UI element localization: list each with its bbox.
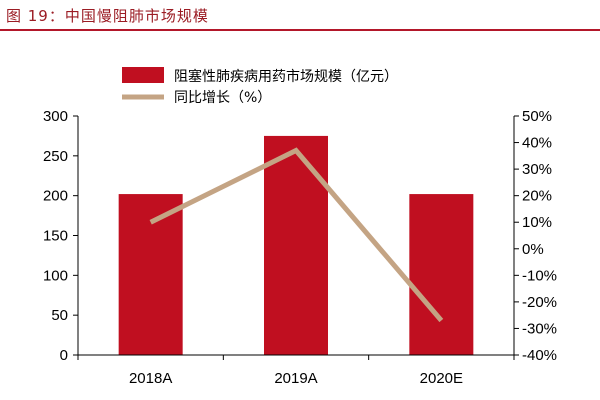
left-tick-label: 250: [43, 148, 68, 165]
right-tick-label: 40%: [522, 135, 552, 152]
right-tick-label: 10%: [522, 214, 552, 231]
left-tick-label: 0: [60, 347, 68, 364]
x-tick-label: 2019A: [274, 370, 317, 387]
right-tick-label: -40%: [522, 347, 557, 364]
left-tick-label: 200: [43, 188, 68, 205]
bar-2018A: [118, 194, 183, 355]
right-tick-label: 50%: [522, 108, 552, 125]
bar-2019A: [264, 135, 328, 355]
figure-title: 图 19：中国慢阻肺市场规模: [6, 7, 209, 25]
legend-line-label: 同比增长（%）: [174, 90, 271, 106]
x-tick-label: 2020E: [420, 370, 463, 387]
x-tick-label: 2018A: [129, 370, 172, 387]
left-tick-label: 50: [51, 307, 68, 324]
title-rule: [0, 29, 600, 31]
right-tick-label: -20%: [522, 294, 557, 311]
legend-bar-swatch: [122, 67, 164, 83]
right-tick-label: -10%: [522, 267, 557, 284]
bar-2020E: [409, 194, 474, 355]
right-tick-label: 20%: [522, 188, 552, 205]
left-tick-label: 300: [43, 108, 68, 125]
right-tick-label: 0%: [522, 241, 544, 258]
right-tick-label: -30%: [522, 320, 557, 337]
left-tick-label: 150: [43, 228, 68, 245]
right-tick-label: 30%: [522, 161, 552, 178]
legend-bar-label: 阻塞性肺疾病用药市场规模（亿元）: [174, 68, 398, 85]
left-tick-label: 100: [43, 267, 68, 284]
